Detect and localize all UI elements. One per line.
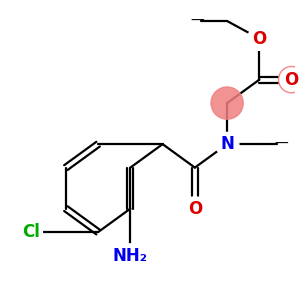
- Circle shape: [278, 67, 300, 93]
- Circle shape: [119, 244, 142, 267]
- Text: O: O: [284, 70, 299, 88]
- Text: O: O: [252, 30, 266, 48]
- Text: NH₂: NH₂: [113, 247, 148, 265]
- Circle shape: [280, 68, 300, 92]
- Circle shape: [19, 220, 42, 244]
- Text: N: N: [220, 135, 234, 153]
- Circle shape: [183, 197, 207, 220]
- Text: O: O: [188, 200, 202, 217]
- Text: —: —: [274, 137, 288, 151]
- Circle shape: [248, 27, 271, 50]
- Circle shape: [211, 87, 243, 119]
- Text: Cl: Cl: [22, 223, 40, 241]
- Circle shape: [215, 132, 239, 156]
- Text: —: —: [190, 14, 204, 28]
